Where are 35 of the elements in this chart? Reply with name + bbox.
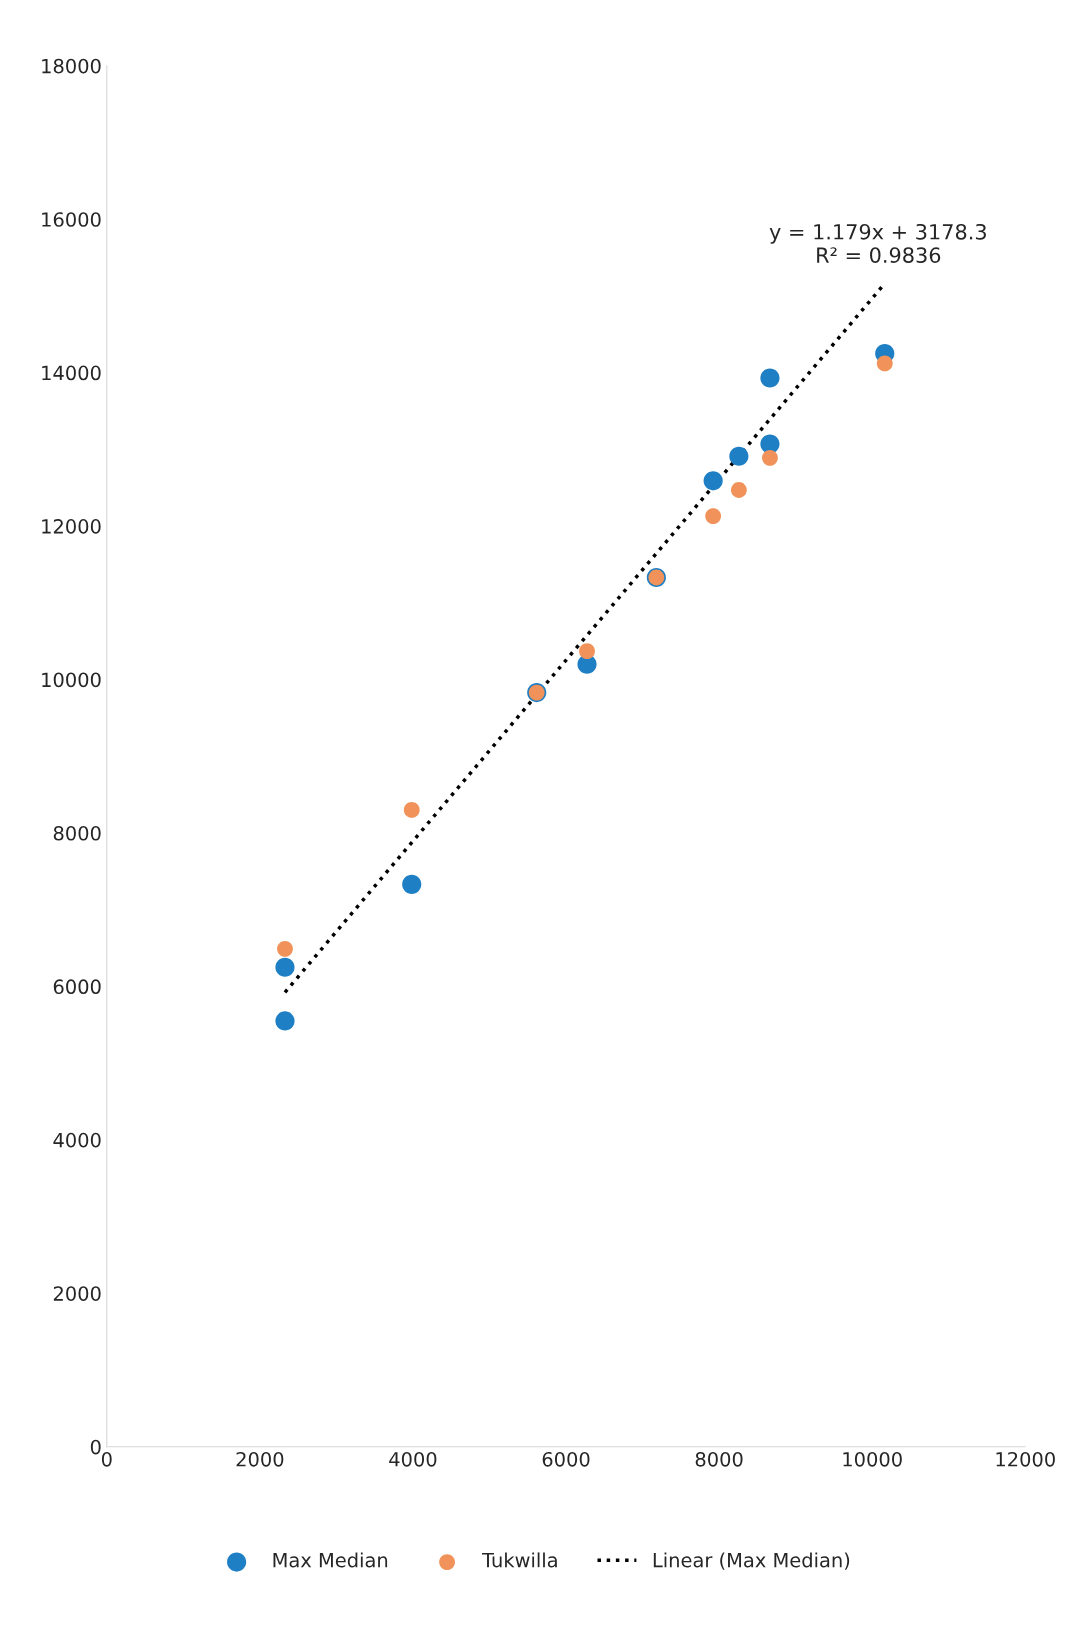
y-tick-label: 16000 [42, 212, 101, 227]
x-tick-label: 4000 [389, 1451, 437, 1467]
y-tick-label: 12000 [42, 519, 101, 534]
point [729, 446, 749, 466]
y-tick-label: 8000 [53, 825, 101, 841]
legend-label: Max Median [273, 1552, 388, 1568]
x-tick-label: 0 [101, 1451, 112, 1467]
point [762, 449, 778, 466]
x-tick-label: 12000 [996, 1451, 1055, 1467]
point [403, 802, 420, 818]
y-tick-label: 4000 [53, 1132, 101, 1148]
point [703, 471, 723, 491]
point [402, 874, 422, 894]
y-tick-label: 14000 [42, 365, 101, 381]
annotation: y = 1.179x + 3178.3 [769, 223, 986, 244]
legend-label: Tukwilla [482, 1552, 557, 1568]
point [275, 957, 295, 977]
y-tick-label: 0 [90, 1439, 101, 1455]
point [275, 1011, 295, 1031]
point [876, 355, 893, 372]
point [760, 368, 780, 388]
annotation: R² = 0.9836 [817, 247, 941, 263]
x-tick-label: 2000 [236, 1451, 284, 1467]
y-tick-label: 10000 [42, 672, 101, 688]
x-tick-label: 8000 [695, 1451, 743, 1467]
x-tick-label: 10000 [843, 1451, 902, 1467]
y-tick-label: 6000 [53, 979, 101, 995]
point [705, 508, 722, 525]
point [730, 482, 747, 498]
legend-label: Linear (Max Median) [653, 1552, 850, 1570]
y-tick-label: 18000 [42, 58, 101, 74]
y-tick-label: 2000 [53, 1286, 101, 1301]
x-tick-label: 6000 [542, 1451, 590, 1467]
point [277, 940, 293, 957]
point [579, 643, 595, 660]
